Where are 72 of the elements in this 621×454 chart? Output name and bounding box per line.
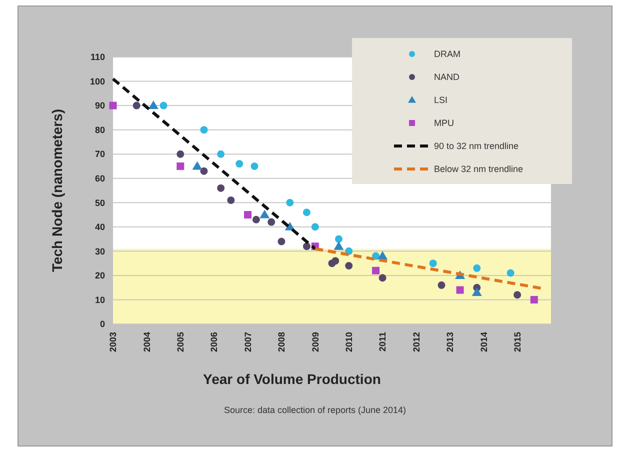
- point: [217, 150, 225, 158]
- x-tick-label: 2003: [108, 332, 118, 352]
- point: [514, 291, 522, 299]
- legend-label: 90 to 32 nm trendline: [434, 141, 519, 152]
- x-axis-title: Year of Volume Production: [203, 371, 381, 387]
- y-tick-label: 50: [94, 198, 105, 208]
- point: [244, 211, 252, 219]
- point: [311, 223, 319, 231]
- x-tick-label: 2010: [344, 332, 354, 352]
- point: [200, 126, 208, 134]
- legend-label: NAND: [434, 72, 460, 82]
- y-tick-label: 30: [94, 246, 105, 256]
- x-tick-label: 2015: [512, 332, 522, 352]
- point: [250, 162, 258, 170]
- point: [286, 198, 294, 206]
- y-tick-label: 20: [94, 270, 105, 281]
- y-tick-label: 80: [94, 124, 105, 135]
- x-tick-label: 2014: [478, 332, 489, 352]
- point: [176, 150, 184, 158]
- point: [334, 235, 342, 243]
- point: [268, 218, 276, 226]
- point: [302, 242, 310, 250]
- y-tick-label: 100: [90, 76, 105, 86]
- point: [378, 251, 388, 260]
- x-tick-label: 2009: [310, 332, 320, 352]
- point: [176, 162, 184, 170]
- y-tick-label: 110: [90, 52, 105, 62]
- point: [456, 286, 464, 294]
- point: [260, 210, 270, 218]
- legend-label: MPU: [434, 118, 454, 128]
- legend-label: DRAM: [434, 49, 460, 60]
- x-tick-label: 2006: [209, 332, 220, 352]
- point: [227, 196, 235, 204]
- x-tick-label: 2012: [411, 332, 422, 352]
- point: [378, 274, 386, 282]
- source-note: Source: data collection of reports (June 2014): [224, 405, 406, 415]
- y-tick-label: 60: [94, 174, 105, 184]
- y-tick-label: 90: [94, 100, 105, 111]
- point: [132, 102, 140, 110]
- x-tick-label: 2007: [242, 332, 253, 352]
- y-tick-label: 70: [94, 149, 105, 160]
- point: [192, 161, 202, 170]
- legend-label: LSI: [434, 95, 448, 106]
- point: [438, 281, 446, 289]
- point: [473, 264, 481, 272]
- x-tick-label: 2005: [176, 332, 186, 352]
- x-tick-label: 2013: [445, 332, 456, 352]
- y-tick-label: 40: [94, 222, 105, 232]
- point: [236, 160, 244, 168]
- point: [200, 167, 208, 175]
- x-tick-label: 2004: [142, 332, 152, 352]
- point: [160, 102, 168, 110]
- point: [332, 257, 340, 265]
- legend-label: Below 32 nm trendline: [434, 164, 524, 174]
- point: [252, 216, 260, 224]
- point: [217, 184, 225, 192]
- y-tick-label: 0: [100, 319, 105, 330]
- point: [148, 100, 158, 110]
- point: [429, 260, 437, 268]
- point: [530, 296, 538, 304]
- y-axis-title: Tech Node (nanometers): [49, 108, 65, 272]
- x-tick-label: 2011: [378, 332, 388, 352]
- point: [278, 238, 286, 246]
- point: [372, 266, 380, 274]
- point: [302, 208, 310, 216]
- point: [334, 241, 344, 250]
- point: [345, 262, 353, 270]
- point: [472, 287, 482, 296]
- point: [506, 269, 514, 277]
- y-tick-label: 10: [94, 294, 105, 305]
- x-tick-label: 2008: [276, 332, 287, 352]
- point: [109, 102, 117, 110]
